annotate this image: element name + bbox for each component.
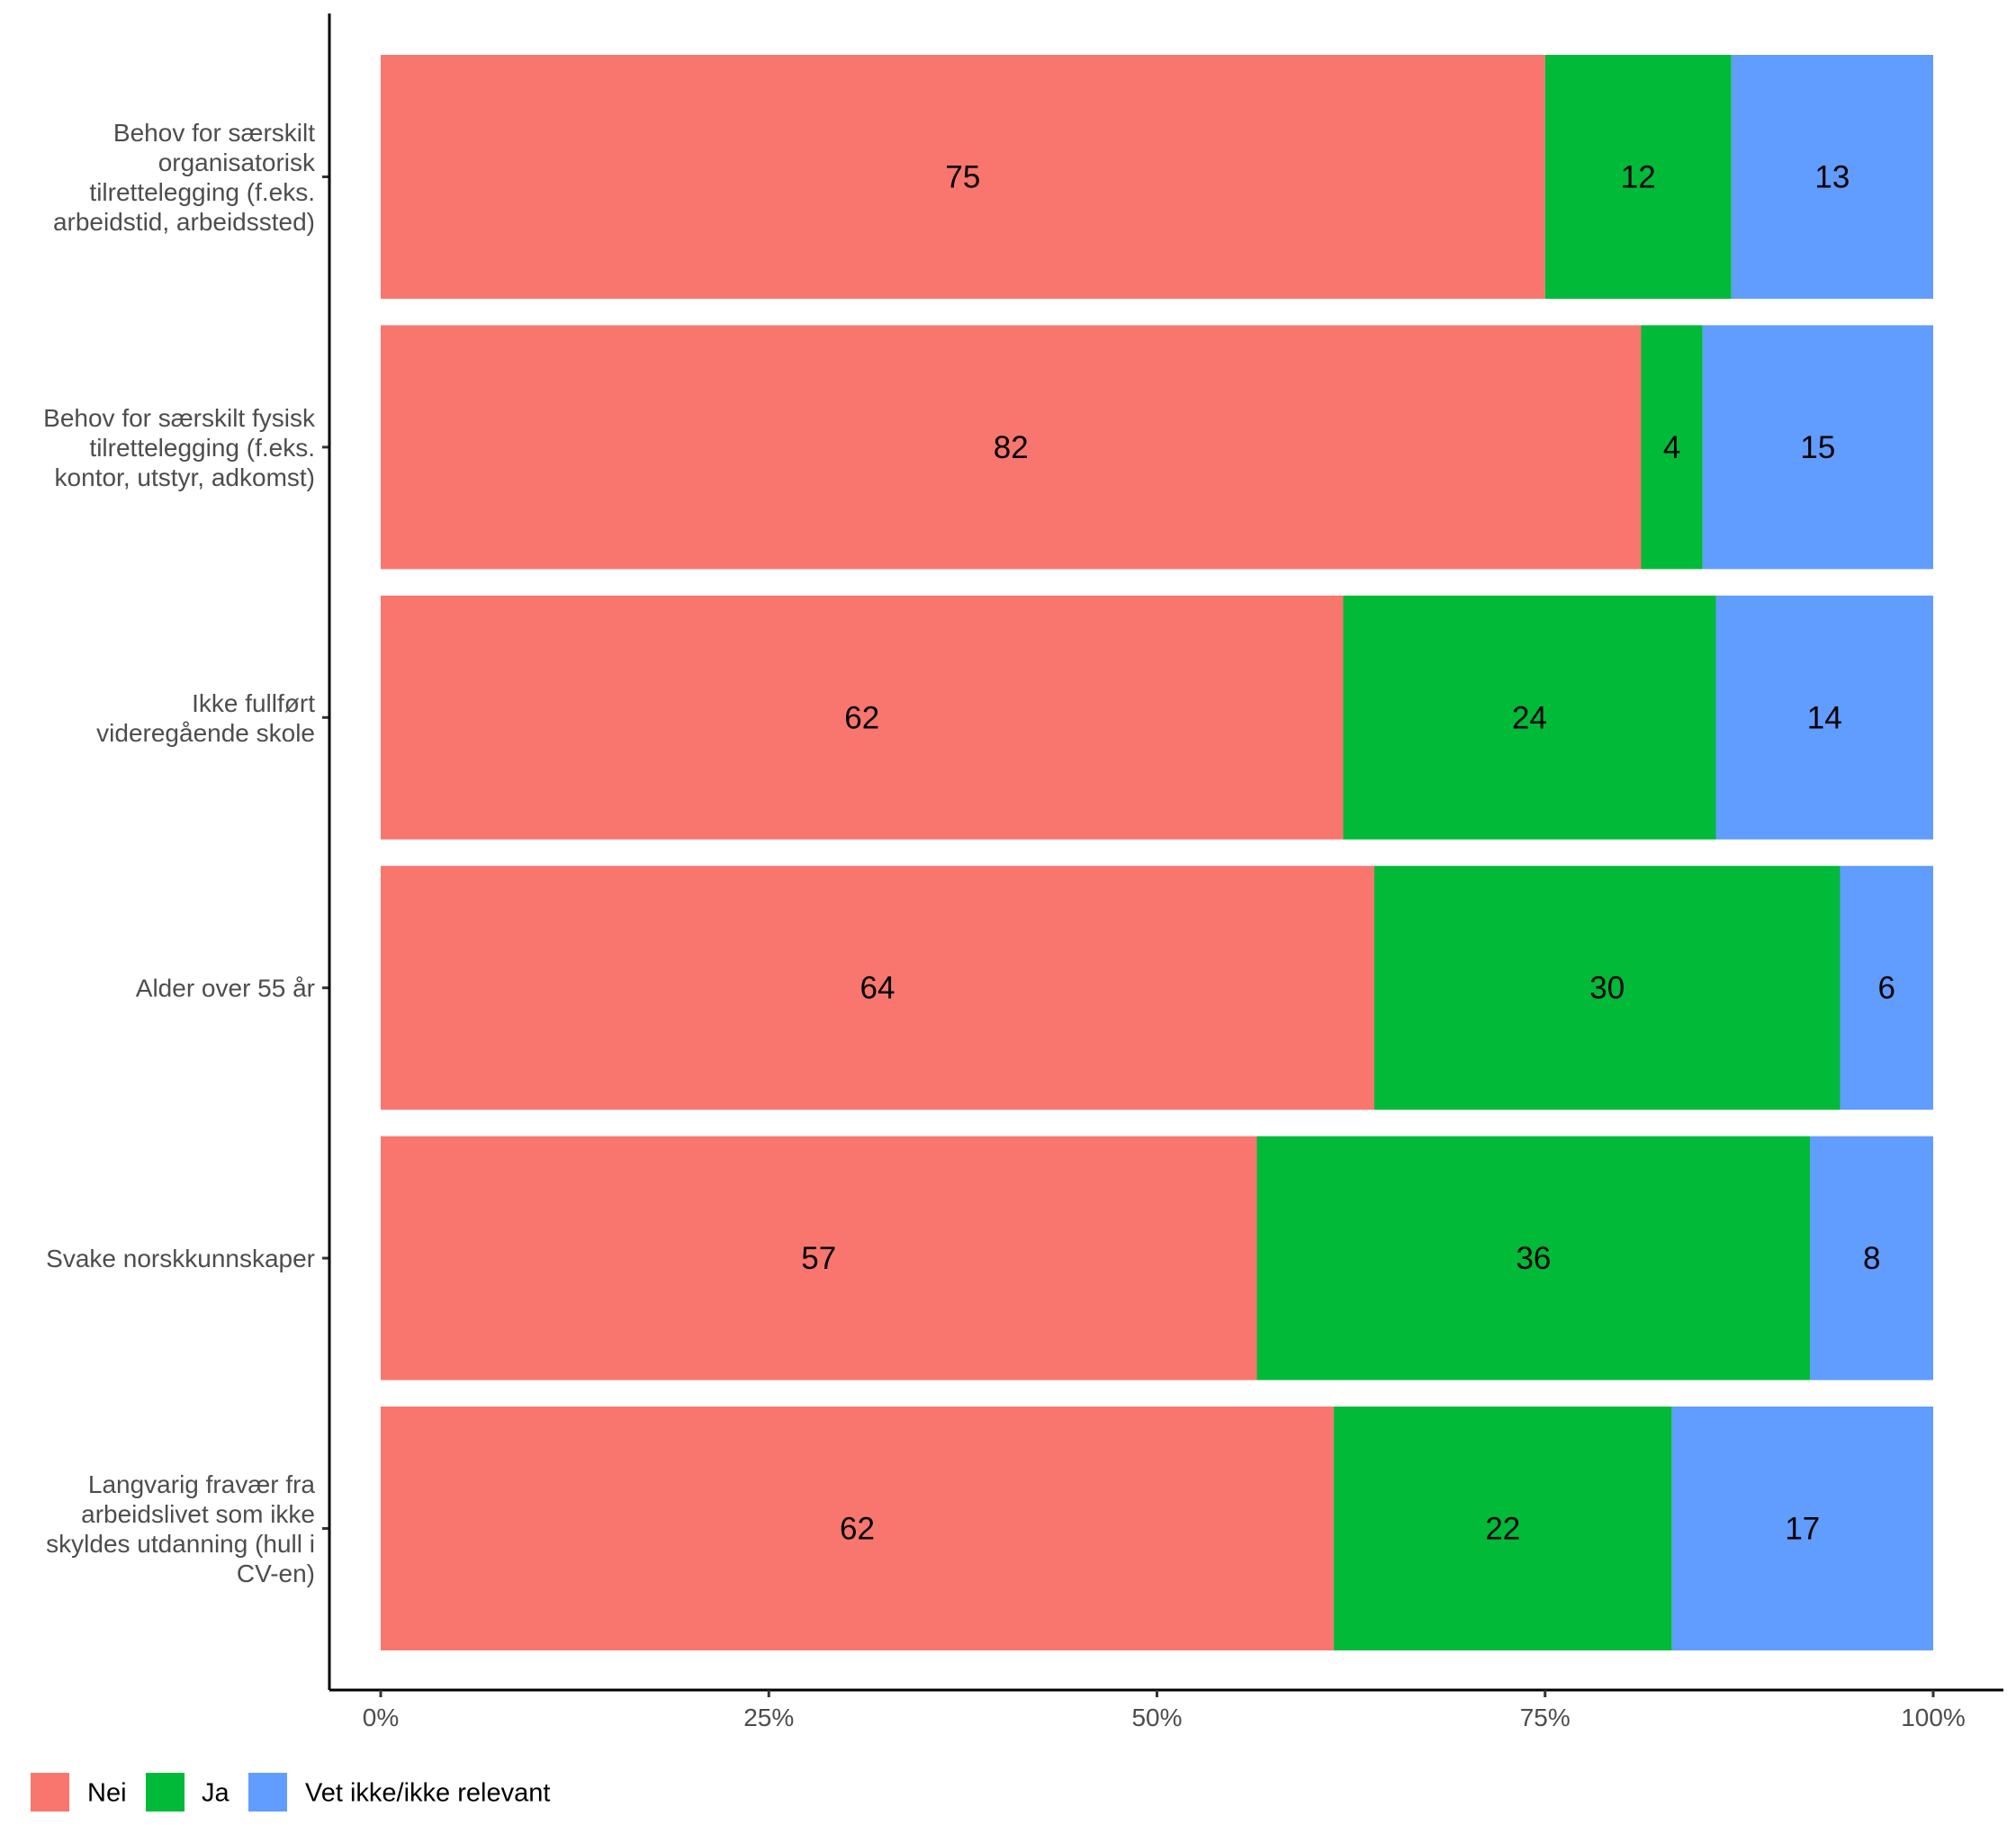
x-tick-label: 50% (1131, 1704, 1182, 1731)
category-label: Behov for særskiltorganisatorisktilrette… (53, 119, 316, 236)
bar-segment-ja-row-1 (1544, 55, 1732, 299)
legend-label: Vet ikke/ikke relevant (305, 1779, 550, 1808)
legend-label: Nei (87, 1779, 127, 1808)
category-label: Alder over 55 år (136, 975, 315, 1002)
category-label-line: Svake norskkunnskaper (46, 1245, 315, 1272)
bar-value-label: 82 (994, 430, 1029, 465)
bar-value-label: 24 (1512, 700, 1547, 735)
category-label-line: Langvarig fravær fra (88, 1470, 316, 1498)
category-label: Svake norskkunnskaper (46, 1245, 315, 1272)
category-label-line: Ikke fullført (192, 689, 315, 717)
bar-value-label: 57 (801, 1241, 836, 1276)
bar-value-label: 75 (945, 160, 980, 195)
legend-key-ja (146, 1773, 184, 1812)
bar-segment-ja-row-2 (1641, 325, 1703, 570)
bar-value-label: 64 (860, 971, 896, 1006)
bar-value-label: 22 (1485, 1512, 1520, 1547)
bar-segment-ja-row-3 (1343, 595, 1716, 840)
legend: Nei Ja Vet ikke/ikke relevant (31, 1773, 550, 1812)
bar-segment-vet-ikke-ikke-relevant-row-5 (1810, 1136, 1933, 1380)
category-label-line: videregående skole (96, 719, 315, 747)
category-label: Behov for særskilt fysisktilrettelegging… (43, 404, 316, 491)
legend-key-nei (31, 1773, 69, 1812)
category-label-line: Behov for særskilt fysisk (43, 404, 316, 432)
category-label-line: organisatorisk (158, 148, 316, 176)
bar-segment-vet-ikke-ikke-relevant-row-4 (1840, 866, 1933, 1110)
x-axis: 0% 25% 50% 75% 100% (329, 1688, 2003, 1731)
bar-segment-ja-row-4 (1374, 866, 1840, 1110)
bar-segment-vet-ikke-ikke-relevant-row-1 (1731, 55, 1933, 299)
bar-value-label: 14 (1807, 700, 1842, 735)
x-tick-label: 25% (743, 1704, 794, 1731)
category-label-line: kontor, utstyr, adkomst) (55, 463, 315, 491)
bar-segment-ja-row-6 (1333, 1407, 1672, 1650)
bar-value-label: 13 (1814, 160, 1850, 195)
category-label-line: arbeidslivet som ikke (81, 1500, 315, 1528)
bar-segment-nei-row-3 (381, 595, 1344, 840)
bar-labels-layer: 75 12 13 82 4 15 62 24 14 64 30 6 57 36 8 62 22 17 (801, 160, 1895, 1547)
category-label-line: Behov for særskilt (113, 119, 315, 147)
legend-label: Ja (202, 1779, 230, 1808)
bars-layer (381, 55, 1933, 1650)
bar-value-label: 15 (1800, 430, 1835, 465)
legend-key-vet-ikke-ikke-relevant (248, 1773, 287, 1812)
bar-segment-vet-ikke-ikke-relevant-row-6 (1671, 1407, 1933, 1650)
bar-segment-nei-row-1 (381, 55, 1545, 299)
bar-value-label: 8 (1863, 1241, 1880, 1276)
category-label-line: skyldes utdanning (hull i (46, 1530, 315, 1558)
bar-segment-vet-ikke-ikke-relevant-row-2 (1702, 325, 1933, 570)
category-label-line: arbeidstid, arbeidssted) (53, 208, 315, 236)
bar-segment-vet-ikke-ikke-relevant-row-3 (1715, 595, 1933, 840)
bar-segment-nei-row-2 (381, 325, 1642, 570)
bar-segment-nei-row-5 (381, 1136, 1257, 1380)
bar-value-label: 62 (844, 700, 879, 735)
x-tick-label: 75% (1520, 1704, 1570, 1731)
y-axis: Behov for særskiltorganisatorisktilrette… (43, 13, 331, 1690)
bar-segment-nei-row-4 (381, 866, 1374, 1110)
bar-segment-ja-row-5 (1256, 1136, 1811, 1380)
x-tick-label: 0% (363, 1704, 399, 1731)
bar-value-label: 62 (840, 1512, 875, 1547)
x-tick-label: 100% (1901, 1704, 1966, 1731)
bar-value-label: 4 (1663, 430, 1680, 465)
category-label-line: tilrettelegging (f.eks. (89, 434, 315, 462)
bar-value-label: 6 (1878, 971, 1895, 1006)
bar-value-label: 17 (1785, 1512, 1820, 1547)
bar-value-label: 12 (1621, 160, 1656, 195)
bar-value-label: 30 (1589, 971, 1624, 1006)
category-label-line: Alder over 55 år (136, 975, 315, 1002)
category-label-line: tilrettelegging (f.eks. (89, 178, 315, 206)
bar-value-label: 36 (1516, 1241, 1551, 1276)
bar-segment-nei-row-6 (381, 1407, 1334, 1650)
category-label-line: CV-en) (237, 1560, 315, 1587)
